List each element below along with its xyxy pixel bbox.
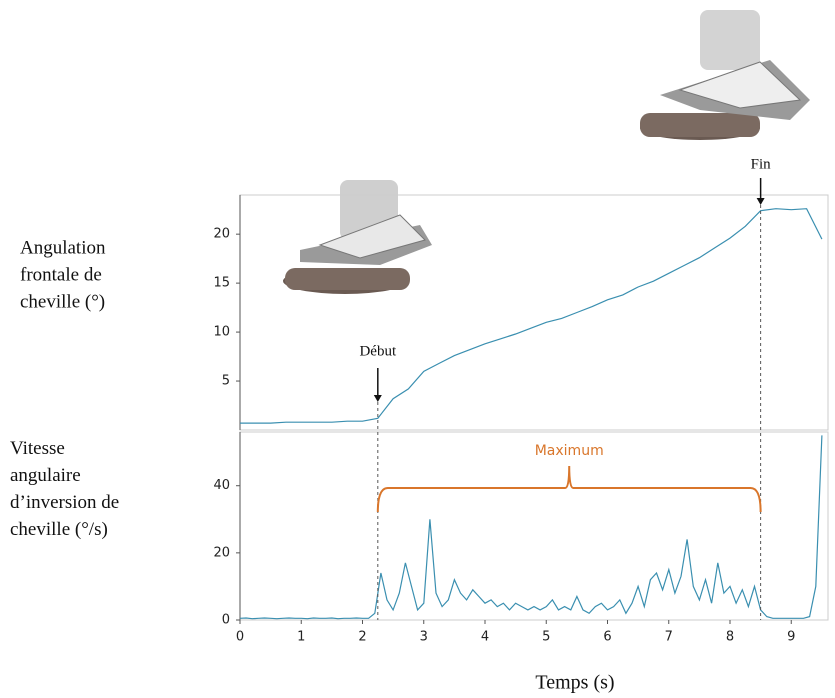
event-label: Fin bbox=[751, 156, 772, 172]
bracket bbox=[376, 465, 762, 513]
y-axis-label: d’inversion de bbox=[10, 492, 119, 513]
x-tick-label: 8 bbox=[726, 630, 734, 645]
x-tick-label: 3 bbox=[420, 630, 428, 645]
event-arrowhead bbox=[756, 198, 765, 205]
y-tick-label: 10 bbox=[213, 325, 230, 340]
x-tick-label: 0 bbox=[236, 630, 244, 645]
x-tick-label: 5 bbox=[542, 630, 550, 645]
y-axis-label: cheville (°) bbox=[20, 291, 105, 312]
annotation-label: Maximum bbox=[535, 443, 604, 459]
data-line bbox=[240, 208, 823, 424]
y-tick-label: 40 bbox=[213, 478, 230, 493]
data-line bbox=[239, 435, 823, 620]
x-tick-label: 4 bbox=[481, 630, 489, 645]
y-tick-label: 15 bbox=[213, 276, 230, 291]
y-axis-label: cheville (°/s) bbox=[10, 519, 108, 540]
y-tick-label: 20 bbox=[213, 545, 230, 560]
x-tick-label: 9 bbox=[787, 630, 795, 645]
x-axis-label: Temps (s) bbox=[535, 672, 614, 694]
plot-frame bbox=[239, 431, 829, 621]
y-tick-label: 20 bbox=[213, 227, 230, 242]
foot-illustration bbox=[283, 180, 432, 294]
x-tick-label: 6 bbox=[603, 630, 611, 645]
y-axis-label: frontale de bbox=[20, 264, 102, 285]
y-axis-label: Vitesse bbox=[10, 438, 65, 459]
y-tick-label: 5 bbox=[222, 374, 230, 389]
event-arrowhead bbox=[373, 395, 382, 402]
y-axis-label: Angulation bbox=[20, 237, 106, 258]
x-tick-label: 1 bbox=[297, 630, 305, 645]
x-tick-label: 7 bbox=[665, 630, 673, 645]
y-tick-label: 0 bbox=[222, 613, 230, 628]
x-tick-label: 2 bbox=[358, 630, 366, 645]
foot-illustration bbox=[640, 10, 810, 140]
event-label: Début bbox=[359, 343, 396, 359]
y-axis-label: angulaire bbox=[10, 465, 81, 486]
